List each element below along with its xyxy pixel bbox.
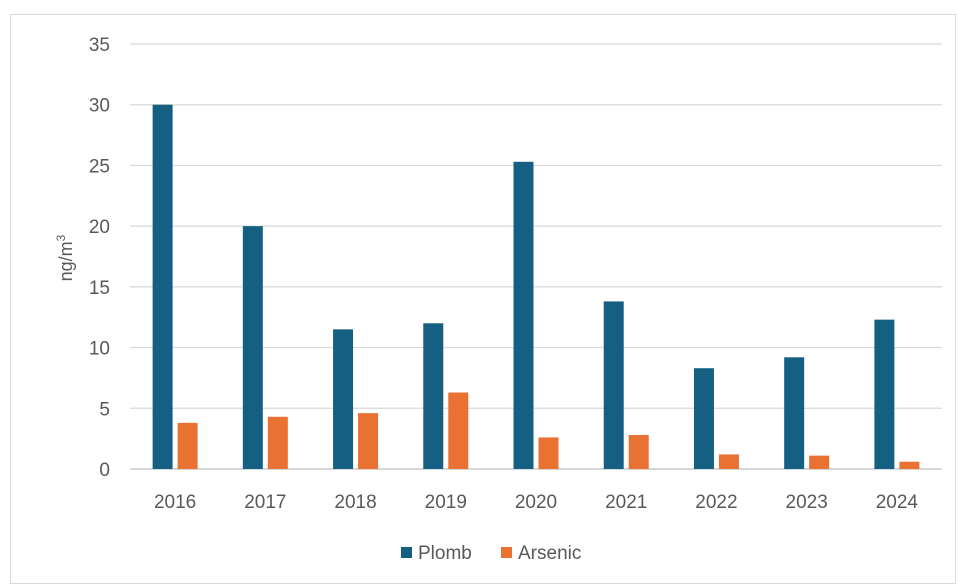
bar-arsenic-2017 [267,416,288,469]
bar-arsenic-2018 [358,413,379,469]
bar-plomb-2019 [423,323,444,469]
x-tick-label: 2024 [876,492,919,513]
gridlines [130,43,942,470]
x-tick-label: 2016 [154,492,196,513]
x-tick-label: 2022 [695,492,737,513]
y-tick-label: 0 [99,460,110,481]
bar-arsenic-2019 [448,392,469,469]
x-tick-label: 2020 [515,492,557,513]
y-axis-title-superscript: 3 [54,234,68,241]
y-tick-label: 20 [89,217,110,238]
x-tick-label: 2017 [244,492,286,513]
bar-plomb-2024 [874,319,895,469]
bars [152,104,920,470]
y-axis-title: ng/m3 [54,234,76,281]
y-tick-label: 25 [89,156,110,177]
legend: Plomb Arsenic [401,543,581,564]
y-tick-label: 35 [89,35,110,56]
x-tick-label: 2023 [786,492,828,513]
y-tick-label: 30 [89,96,110,117]
bar-arsenic-2023 [809,455,830,469]
x-tick-label: 2021 [605,492,647,513]
bar-arsenic-2022 [718,454,739,469]
bar-arsenic-2021 [628,435,649,469]
x-axis-ticks: 2016 2017 2018 2019 2020 2021 2022 2023 2024 [154,492,918,513]
bar-plomb-2017 [242,226,263,469]
y-axis-ticks: 0 5 10 15 20 25 30 35 [89,35,110,481]
bar-plomb-2021 [603,301,624,469]
legend-swatch-plomb [401,547,412,558]
legend-label-arsenic: Arsenic [518,543,581,564]
bar-plomb-2018 [333,329,354,469]
bar-plomb-2023 [784,357,805,469]
x-tick-label: 2018 [334,492,376,513]
y-tick-label: 5 [99,399,110,420]
legend-label-plomb: Plomb [418,543,472,564]
x-tick-label: 2019 [425,492,467,513]
bar-plomb-2022 [693,368,714,469]
legend-swatch-arsenic [501,547,512,558]
bar-plomb-2020 [513,161,534,470]
y-axis-title-unit: ng/m [56,241,76,281]
bar-arsenic-2024 [899,461,920,469]
bar-plomb-2016 [152,104,173,469]
y-tick-label: 10 [89,339,110,360]
y-tick-label: 15 [89,278,110,299]
bar-arsenic-2020 [538,437,559,469]
bar-arsenic-2016 [177,422,198,469]
